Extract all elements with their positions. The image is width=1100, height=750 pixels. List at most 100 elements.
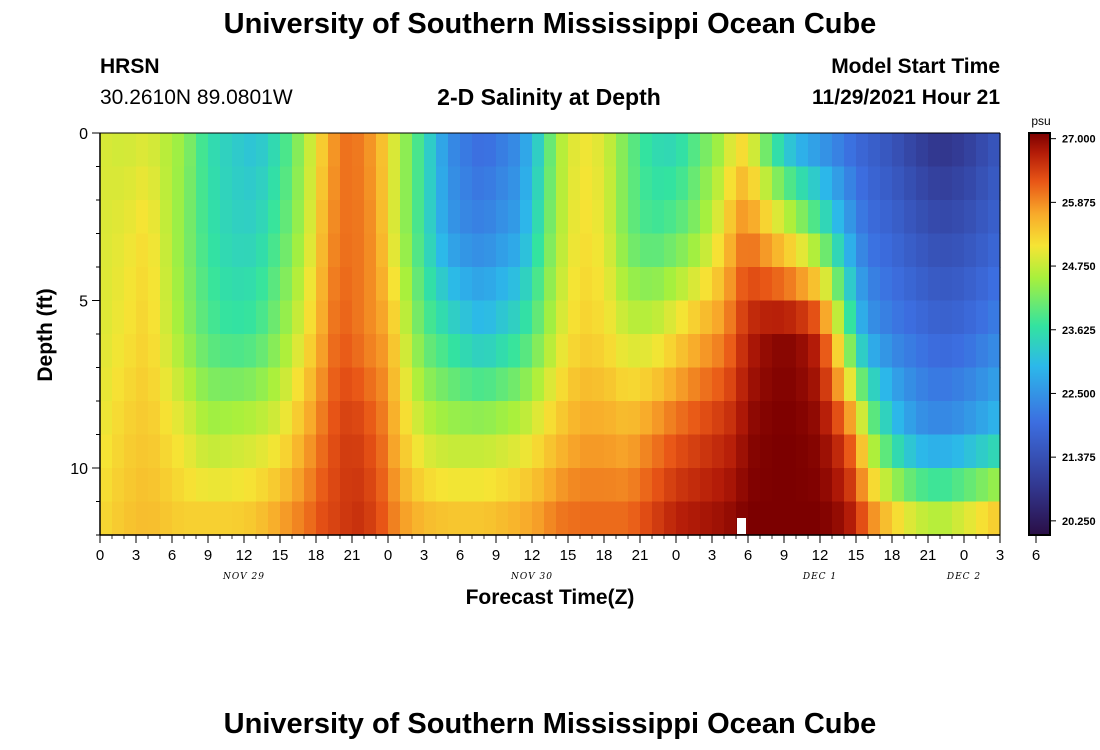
heatmap-cell (340, 200, 353, 235)
heatmap-cell (424, 401, 437, 436)
heatmap-cell (520, 233, 533, 268)
heatmap-cell (424, 367, 437, 402)
heatmap-cell (148, 267, 161, 302)
heatmap-cell (220, 133, 233, 168)
heatmap-cell (988, 300, 1001, 335)
heatmap-cell (376, 133, 389, 168)
heatmap-cell (400, 367, 413, 402)
heatmap-cell (700, 468, 713, 503)
heatmap-cell (340, 233, 353, 268)
heatmap-cell (736, 267, 749, 302)
heatmap-cell (604, 133, 617, 168)
heatmap-cell (604, 233, 617, 268)
x-tick-label: 15 (272, 547, 289, 564)
heatmap-cell (316, 468, 329, 503)
heatmap-cell (328, 233, 341, 268)
heatmap-cell (316, 300, 329, 335)
heatmap-cell (388, 334, 401, 369)
heatmap-cell (832, 133, 845, 168)
heatmap-cell (856, 367, 869, 402)
heatmap-cell (496, 401, 509, 436)
heatmap-cell (172, 401, 185, 436)
heatmap-cell (340, 300, 353, 335)
heatmap-cell (640, 501, 653, 536)
heatmap-cell (232, 200, 245, 235)
heatmap-cell (220, 468, 233, 503)
heatmap-cell (400, 200, 413, 235)
heatmap-cell (844, 166, 857, 201)
heatmap-cell (640, 434, 653, 469)
heatmap-cell (904, 434, 917, 469)
heatmap-cell (856, 267, 869, 302)
heatmap-cell (232, 367, 245, 402)
heatmap-cell (628, 300, 641, 335)
heatmap-cell (364, 367, 377, 402)
heatmap-cell (124, 233, 137, 268)
heatmap-cell (184, 501, 197, 536)
heatmap-cell (196, 200, 209, 235)
heatmap-cell (820, 334, 833, 369)
heatmap-cell (340, 434, 353, 469)
heatmap-cell (568, 200, 581, 235)
heatmap-cell (952, 468, 965, 503)
heatmap-cell (496, 334, 509, 369)
heatmap-cell (940, 133, 953, 168)
heatmap-cell (856, 334, 869, 369)
heatmap-cell (664, 501, 677, 536)
heatmap-cell (916, 267, 929, 302)
heatmap-cell (628, 233, 641, 268)
heatmap-cell (712, 233, 725, 268)
heatmap-cell (208, 367, 221, 402)
heatmap-cell (868, 133, 881, 168)
heatmap-cell (820, 468, 833, 503)
heatmap-cell (376, 166, 389, 201)
x-tick-label: 21 (344, 547, 361, 564)
heatmap-cell (256, 300, 269, 335)
heatmap-cell (928, 166, 941, 201)
heatmap-cell (688, 233, 701, 268)
x-tick-label: 0 (96, 547, 104, 564)
heatmap-cell (532, 468, 545, 503)
heatmap-cell (676, 334, 689, 369)
heatmap-cell (196, 133, 209, 168)
heatmap-cell (724, 300, 737, 335)
heatmap-cell (136, 367, 149, 402)
heatmap-cell (160, 300, 173, 335)
heatmap-cell (544, 334, 557, 369)
heatmap-cell (592, 300, 605, 335)
heatmap-cell (400, 166, 413, 201)
heatmap-cell (532, 401, 545, 436)
heatmap-cell (940, 434, 953, 469)
heatmap-cell (460, 133, 473, 168)
x-tick-label: 9 (780, 547, 788, 564)
heatmap-cell (424, 133, 437, 168)
heatmap-cell (184, 334, 197, 369)
heatmap-cell (712, 133, 725, 168)
heatmap-cell (400, 468, 413, 503)
heatmap-cell (976, 233, 989, 268)
heatmap-cell (652, 401, 665, 436)
heatmap-cell (580, 133, 593, 168)
heatmap-cell (400, 267, 413, 302)
heatmap-cell (220, 501, 233, 536)
heatmap-cell (148, 401, 161, 436)
heatmap-cell (220, 200, 233, 235)
heatmap-cell (496, 367, 509, 402)
x-tick-label: 0 (384, 547, 392, 564)
current-time-marker (737, 518, 746, 534)
heatmap-cell (100, 267, 113, 302)
heatmap-cell (664, 468, 677, 503)
heatmap-cell (208, 434, 221, 469)
chart-subtitle: 2-D Salinity at Depth (437, 84, 661, 110)
chart-axes: 0 5 10 0 3 6 9 12 15 18 21 0 3 6 9 12 15 18 21 0 3 6 9 12 15 18 21… (70, 126, 1040, 582)
heatmap-cell (328, 434, 341, 469)
heatmap-cell (712, 334, 725, 369)
heatmap-cell (328, 200, 341, 235)
heatmap-cell (916, 166, 929, 201)
heatmap-cell (364, 166, 377, 201)
heatmap-cell (616, 133, 629, 168)
heatmap-cell (604, 468, 617, 503)
x-tick-label: 18 (308, 547, 325, 564)
heatmap-cell (700, 434, 713, 469)
heatmap-cell (244, 501, 257, 536)
